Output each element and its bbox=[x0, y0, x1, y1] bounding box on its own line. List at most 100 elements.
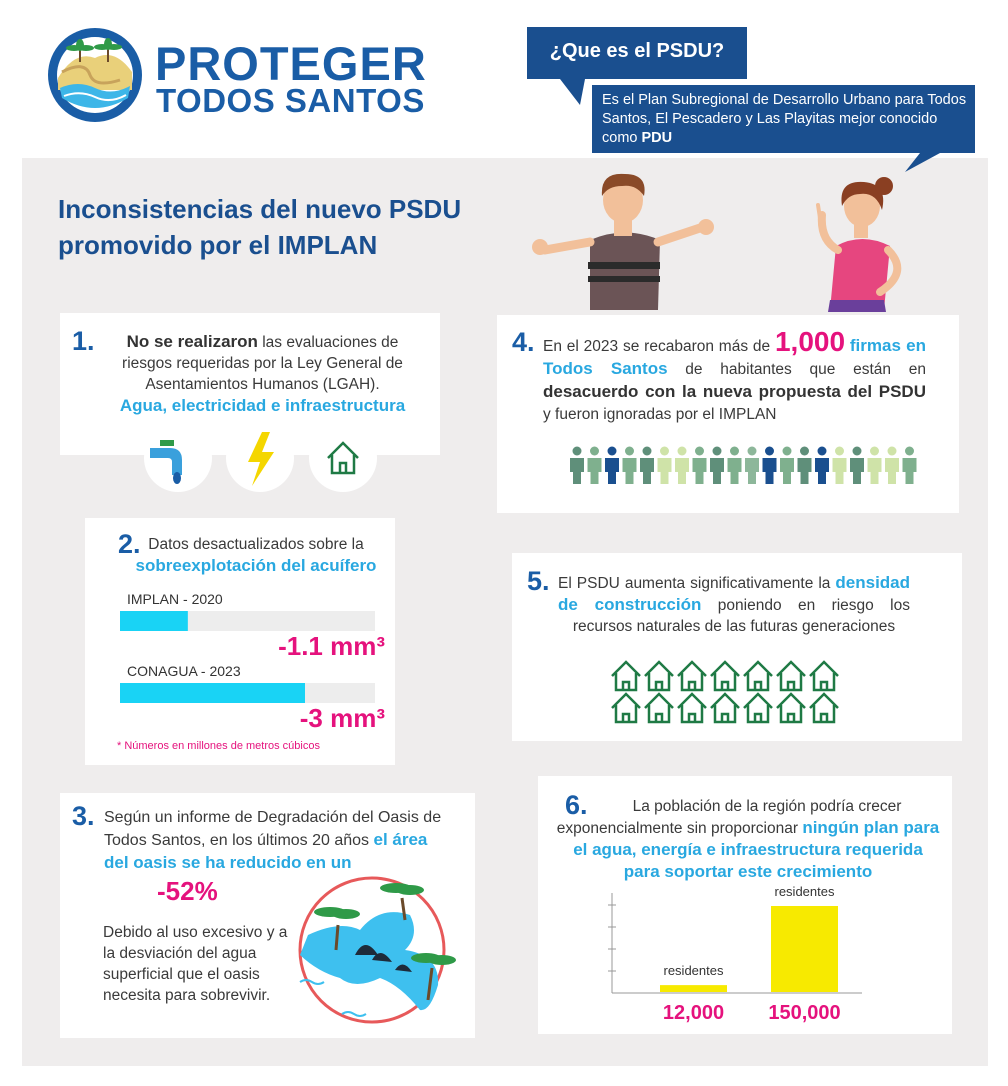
text: las evaluaciones de riesgos requeridas p… bbox=[122, 334, 403, 393]
bar-name: residentes bbox=[664, 963, 724, 978]
speech-bubbles bbox=[527, 27, 975, 172]
bar-name: IMPLAN - 2020 bbox=[127, 591, 223, 607]
person-icon bbox=[835, 446, 844, 456]
house-icon bbox=[644, 692, 674, 724]
house-icon bbox=[776, 660, 806, 692]
text: Datos desactualizados sobre la bbox=[148, 536, 364, 553]
person-icon bbox=[800, 446, 809, 456]
person-icon bbox=[727, 458, 742, 484]
text: El PSDU aumenta significativamente la bbox=[558, 575, 831, 592]
house-icon bbox=[611, 660, 641, 692]
house-icon bbox=[743, 660, 773, 692]
person-icon bbox=[747, 446, 757, 456]
highlight: ningún plan para el agua, energía e infr… bbox=[573, 818, 940, 881]
house-icon bbox=[809, 660, 839, 692]
logo-text: TODOS SANTOS bbox=[156, 82, 425, 119]
bar-value-label: 12,000 bbox=[663, 1002, 724, 1024]
person-icon bbox=[640, 458, 654, 484]
highlight: el área del oasis se ha reducido en un bbox=[104, 830, 428, 872]
bar-value-label: -1.1 mm³ bbox=[278, 631, 385, 661]
person-icon bbox=[885, 458, 899, 484]
person-icon bbox=[730, 446, 739, 456]
chart-frame bbox=[608, 893, 862, 994]
bar-name: residentes bbox=[775, 884, 835, 899]
bar bbox=[771, 906, 838, 992]
answer-bold: PDU bbox=[641, 130, 673, 146]
highlight: sobreexplotación del acuífero bbox=[135, 556, 377, 575]
section-number: 6. bbox=[565, 790, 588, 820]
title-line: Inconsistencias del nuevo PSDU bbox=[58, 194, 462, 224]
person-icon bbox=[607, 446, 617, 456]
bar-value-label: -3 mm³ bbox=[300, 703, 386, 733]
section-text: La población de la región podría crecer … bbox=[556, 796, 940, 883]
section-text: Según un informe de Degradación del Oasi… bbox=[104, 807, 454, 875]
person-icon bbox=[587, 458, 602, 484]
section-text: No se realizaron las evaluaciones de rie… bbox=[100, 331, 425, 417]
house-icon bbox=[710, 692, 740, 724]
person-icon bbox=[625, 446, 634, 456]
house-icon bbox=[743, 692, 773, 724]
oasis-illustration bbox=[298, 876, 456, 1024]
person-icon bbox=[677, 446, 687, 456]
text: La población de la región podría crecer … bbox=[556, 798, 902, 837]
stat: 1,000 bbox=[774, 326, 846, 357]
people-row bbox=[570, 446, 917, 484]
person-icon bbox=[852, 446, 862, 456]
person-icon bbox=[780, 458, 794, 484]
section-number: 5. bbox=[527, 566, 550, 596]
bars: IMPLAN - 2020 -1.1 mm³ CONAGUA - 2023 -3 mm… bbox=[120, 591, 841, 1024]
note: * Números en millones de metros cúbicos bbox=[117, 740, 320, 752]
house-icon bbox=[677, 692, 707, 724]
person-icon bbox=[867, 458, 882, 484]
bar bbox=[120, 683, 305, 703]
person-icon bbox=[905, 446, 914, 456]
section-text: Datos desactualizados sobre la sobreexplo… bbox=[120, 534, 392, 577]
section-text: El PSDU aumenta significativamente la de… bbox=[558, 572, 910, 637]
house-icon bbox=[611, 692, 641, 724]
bar-name: CONAGUA - 2023 bbox=[127, 663, 241, 679]
text: Según un informe de Degradación del Oasi… bbox=[104, 809, 442, 849]
person-icon bbox=[765, 446, 774, 456]
person-icon bbox=[622, 458, 637, 484]
highlight: Agua, electricidad e infraestructura bbox=[119, 396, 406, 415]
person-icon bbox=[817, 446, 827, 456]
person-icon bbox=[762, 458, 777, 484]
person-icon bbox=[745, 458, 759, 484]
person-icon bbox=[642, 446, 652, 456]
person-icon bbox=[675, 458, 689, 484]
person-icon bbox=[692, 458, 707, 484]
house-icon bbox=[776, 692, 806, 724]
answer: Es el Plan Subregional de Desarrollo Urb… bbox=[602, 91, 972, 148]
logo-text: PROTEGER bbox=[155, 37, 427, 90]
answer-text: Es el Plan Subregional de Desarrollo Urb… bbox=[602, 92, 967, 146]
text: En el 2023 se recabaron más de bbox=[543, 338, 771, 355]
person-icon bbox=[695, 446, 704, 456]
title: Inconsistencias del nuevo PSDU promovido … bbox=[58, 191, 461, 263]
person-icon bbox=[657, 458, 672, 484]
person-icon bbox=[570, 458, 584, 484]
house-icon bbox=[644, 660, 674, 692]
person-icon bbox=[660, 446, 669, 456]
person-icon bbox=[572, 446, 582, 456]
utility-icons bbox=[144, 424, 377, 492]
person-icon bbox=[782, 446, 792, 456]
title-line: promovido por el IMPLAN bbox=[58, 230, 378, 260]
person-icon bbox=[850, 458, 864, 484]
section-number: 3. bbox=[72, 801, 95, 831]
person-icon bbox=[870, 446, 879, 456]
person-icon bbox=[710, 458, 724, 484]
person-icon bbox=[605, 458, 619, 484]
section-number: 4. bbox=[512, 327, 535, 357]
text: y fueron ignoradas por el IMPLAN bbox=[543, 406, 777, 423]
section-number: 1. bbox=[72, 326, 95, 356]
detail: Debido al uso excesivo y a la desviación… bbox=[103, 924, 288, 1004]
lead: No se realizaron bbox=[126, 332, 258, 351]
stat: -52% bbox=[157, 876, 218, 906]
person-icon bbox=[902, 458, 917, 484]
person-icon bbox=[887, 446, 897, 456]
bar-value-label: 150,000 bbox=[768, 1002, 840, 1024]
person-icon bbox=[797, 458, 812, 484]
text: poniendo en riesgo los recursos naturale… bbox=[572, 597, 910, 635]
